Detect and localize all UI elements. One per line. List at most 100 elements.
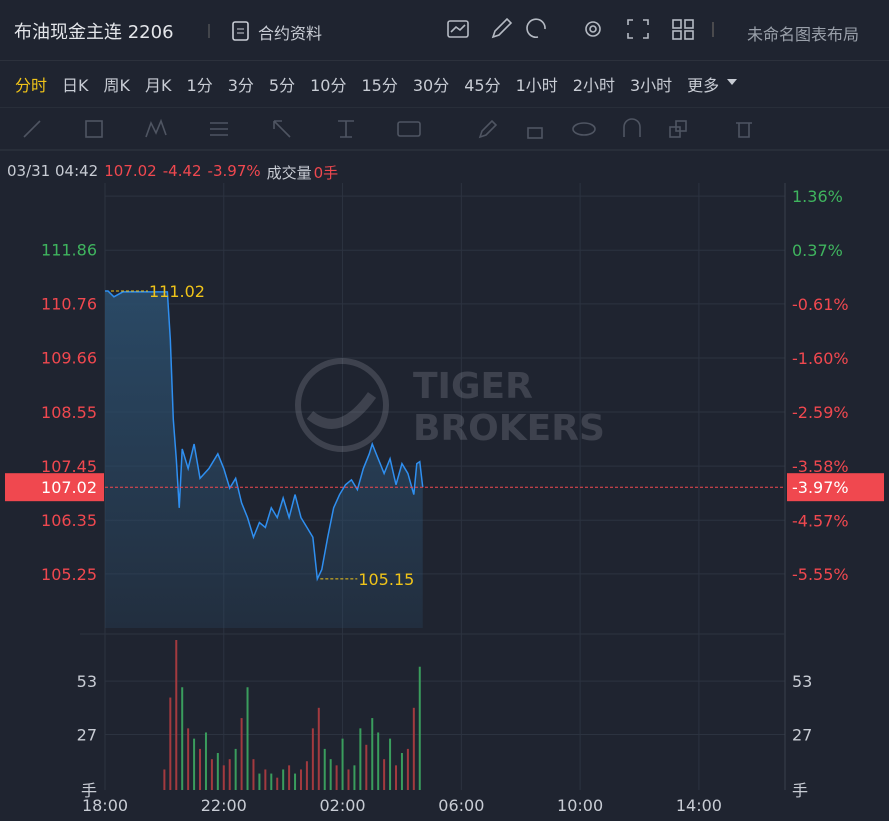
- period-tab[interactable]: 1小时: [515, 76, 558, 95]
- quote-time: 03/31 04:42: [7, 162, 99, 180]
- y-tick-label: 106.35: [41, 511, 97, 530]
- text-tool[interactable]: [397, 121, 421, 137]
- chart-icon[interactable]: [447, 20, 469, 38]
- y-tick-label: 108.55: [41, 403, 97, 422]
- layer-tool[interactable]: [669, 126, 681, 138]
- volume-bar: [240, 718, 243, 790]
- volume-bar: [234, 748, 237, 790]
- volume-bar: [294, 773, 297, 790]
- volume-bar: [246, 687, 249, 790]
- brush-tool[interactable]: [478, 119, 498, 139]
- y2-tick-label: 0.37%: [792, 241, 843, 260]
- edit-icon[interactable]: [491, 17, 513, 39]
- volume-tick-label: 53: [792, 672, 812, 691]
- volume-bar: [371, 718, 374, 790]
- period-tab[interactable]: 45分: [464, 76, 501, 95]
- measure-tool[interactable]: [338, 120, 354, 138]
- drawing-toolbar: [0, 107, 889, 151]
- volume-bar: [199, 748, 202, 790]
- y2-tick-label: -1.60%: [792, 349, 849, 368]
- x-tick-label: 22:00: [201, 796, 247, 815]
- period-tab[interactable]: 月K: [145, 76, 172, 95]
- volume-bar: [395, 765, 398, 790]
- layout-name[interactable]: 未命名图表布局: [746, 25, 859, 44]
- volume-bar: [258, 773, 261, 790]
- volume-bar: [228, 759, 231, 790]
- grid-icon: [672, 30, 682, 40]
- volume-bar: [187, 728, 190, 790]
- volume-bar: [264, 769, 267, 790]
- y-tick-label: 110.76: [41, 295, 97, 314]
- period-tab[interactable]: 10分: [310, 76, 347, 95]
- header-icons: [208, 21, 249, 41]
- symbol-title[interactable]: 布油现金主连 2206: [14, 22, 174, 43]
- volume-bar: [204, 732, 207, 790]
- grid-icon: [684, 30, 694, 40]
- current-pct-label: -3.97%: [792, 478, 849, 497]
- arrow-tool[interactable]: [273, 120, 291, 138]
- volume-bar: [353, 765, 356, 790]
- contract-info[interactable]: 合约资料: [258, 24, 323, 43]
- undo-icon[interactable]: [526, 18, 546, 39]
- trash-tool[interactable]: [736, 122, 752, 138]
- period-tab[interactable]: 1分: [186, 76, 213, 95]
- period-tab[interactable]: 日K: [62, 76, 89, 95]
- trend-tool[interactable]: [23, 120, 41, 138]
- current-price-label: 107.02: [41, 478, 97, 497]
- pattern-tool[interactable]: [145, 118, 167, 138]
- volume-bar: [323, 748, 326, 790]
- volume-bar: [169, 697, 172, 790]
- volume-bar: [222, 765, 225, 790]
- volume-bar: [282, 769, 285, 790]
- period-tab[interactable]: 30分: [412, 76, 450, 95]
- doc-icon[interactable]: [232, 21, 249, 41]
- volume-bar: [163, 769, 166, 790]
- y2-tick-label: -4.57%: [792, 511, 849, 530]
- period-tab[interactable]: 3小时: [629, 76, 673, 95]
- lock-tool[interactable]: [527, 127, 543, 139]
- volume-bar: [400, 753, 403, 790]
- quote-bar: 03/31 04:42 107.02 -4.42 -3.97% 成交量 0手: [7, 162, 338, 183]
- period-tab[interactable]: 3分: [227, 76, 254, 95]
- y2-tick-label: -5.55%: [792, 565, 849, 584]
- fullscreen-icon[interactable]: [627, 19, 649, 39]
- period-tab[interactable]: 2小时: [572, 76, 615, 95]
- volume-bar: [389, 738, 392, 790]
- volume-bar: [299, 769, 302, 790]
- volume-bar: [175, 640, 178, 790]
- x-tick-label: 18:00: [82, 796, 128, 815]
- settings-icon[interactable]: [585, 21, 601, 37]
- volume-bar: [181, 687, 184, 790]
- layer-tool: [675, 120, 687, 132]
- volume-bar: [418, 666, 421, 790]
- more-arrow[interactable]: [726, 72, 738, 92]
- volume-bar: [193, 738, 196, 790]
- tool-icons: [447, 17, 714, 40]
- period-tab[interactable]: 周K: [103, 76, 131, 95]
- grid-icon[interactable]: [672, 19, 682, 29]
- annotation-label: 111.02: [149, 282, 205, 301]
- period-tab[interactable]: 5分: [268, 76, 296, 95]
- x-tick-label: 10:00: [557, 796, 603, 815]
- volume-bar: [412, 707, 415, 790]
- volume-bar: [216, 753, 219, 790]
- rect-tool[interactable]: [85, 120, 103, 138]
- watermark-logo: [295, 358, 389, 452]
- arrow: [727, 79, 738, 85]
- x-tick-label: 14:00: [676, 796, 722, 815]
- watermark-text: TIGER: [413, 366, 533, 407]
- y2-tick-label: -2.59%: [792, 403, 849, 422]
- y2-tick-label: -0.61%: [792, 295, 849, 314]
- eye-tool[interactable]: [572, 122, 596, 136]
- fib-tool[interactable]: [210, 122, 228, 136]
- magnet-tool[interactable]: [623, 118, 641, 137]
- volume-bar: [365, 744, 368, 790]
- period-tab[interactable]: 更多: [687, 76, 720, 95]
- volume-tick-label: 27: [77, 726, 97, 745]
- period-tab[interactable]: 分时: [15, 76, 48, 95]
- current-price-tag: [5, 473, 104, 502]
- period-tab[interactable]: 15分: [361, 76, 398, 95]
- current-pct-tag: [787, 473, 884, 502]
- settings-core: [589, 25, 597, 33]
